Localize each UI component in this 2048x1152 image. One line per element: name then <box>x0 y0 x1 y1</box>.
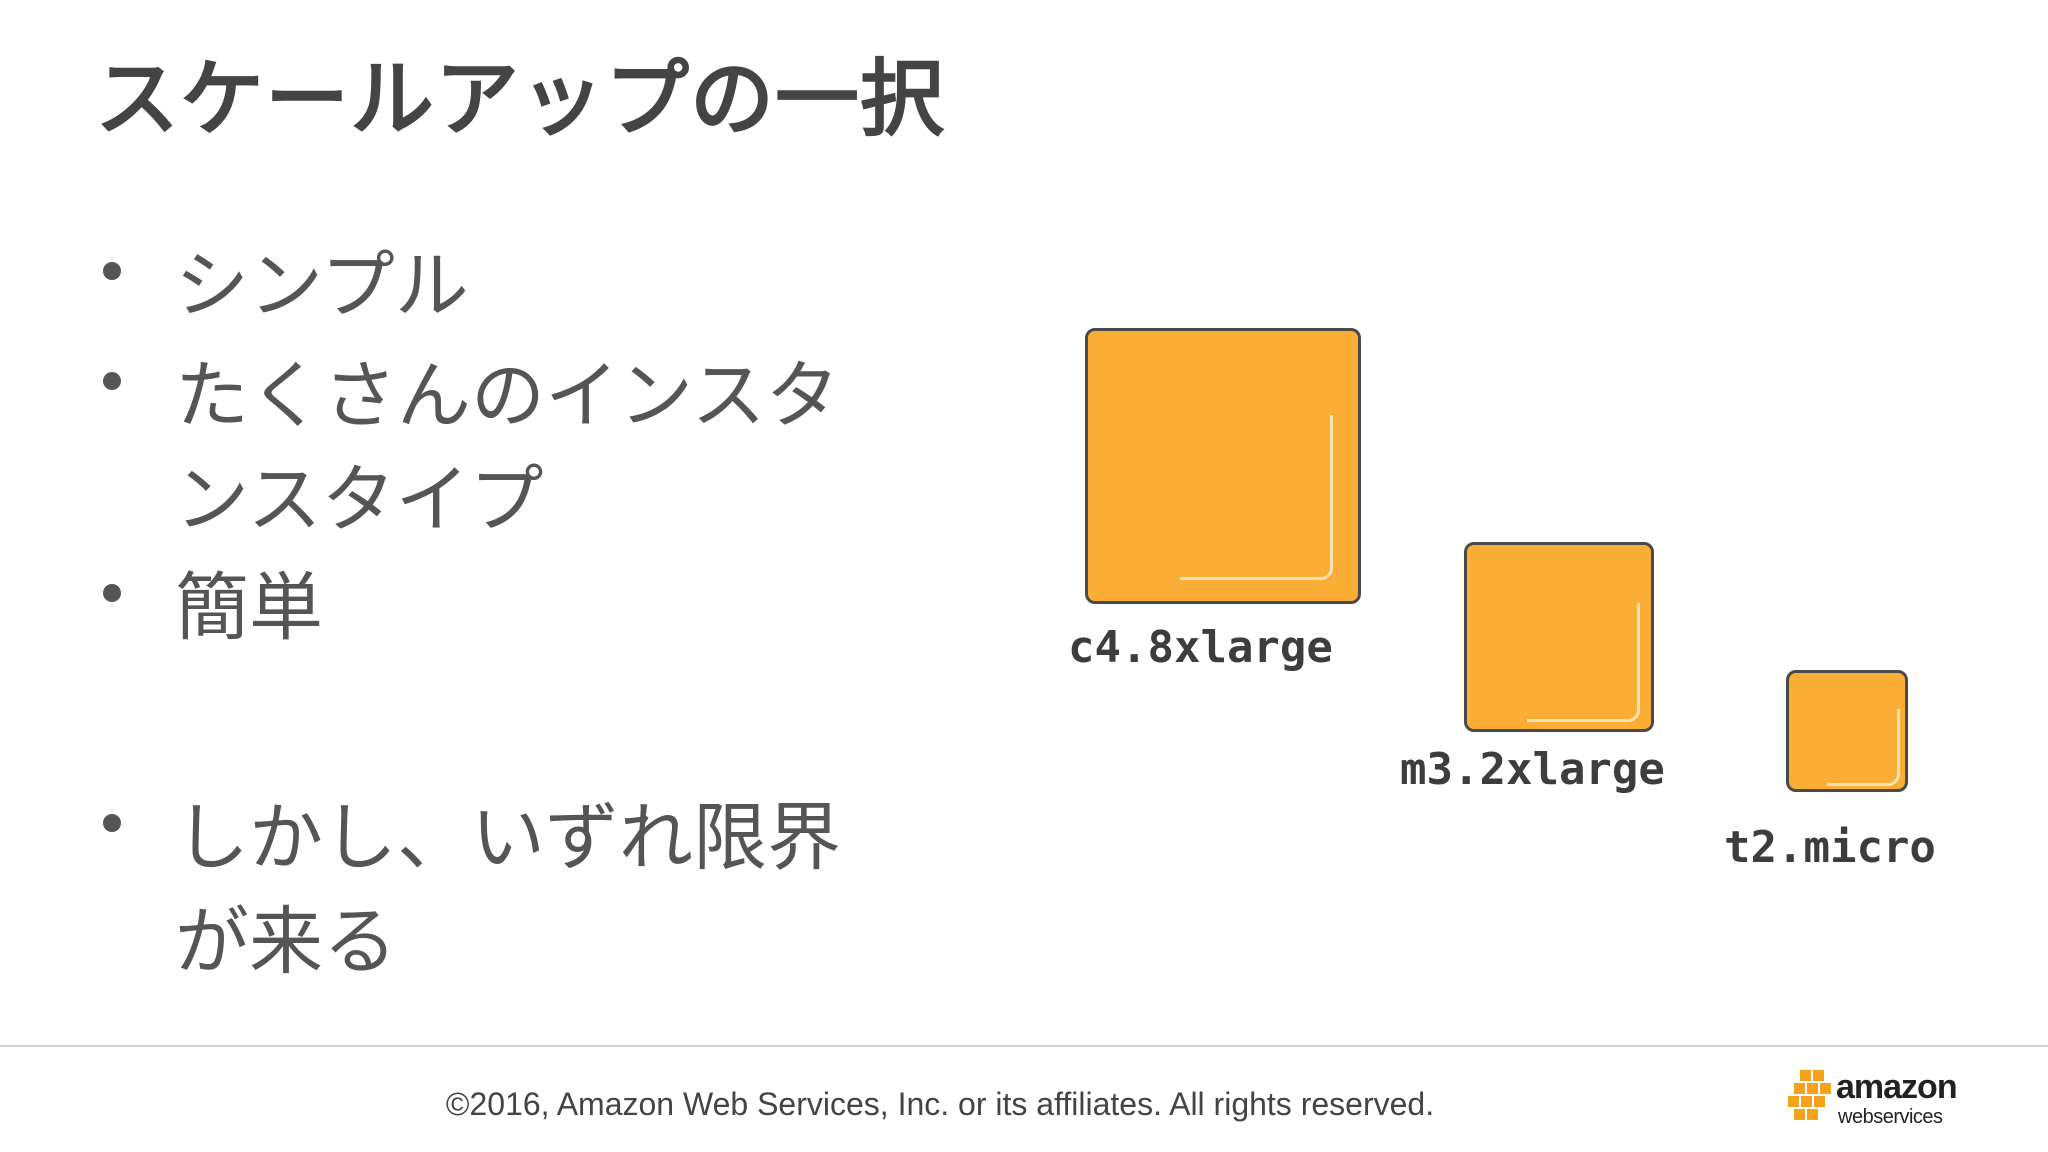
bullet-dot-icon <box>103 262 121 280</box>
instance-label: t2.micro <box>1724 822 1936 873</box>
aws-cubes-icon <box>1786 1070 1831 1128</box>
aws-logo-subtitle: webservices <box>1838 1106 1943 1128</box>
copyright-text: ©2016, Amazon Web Services, Inc. or its … <box>445 1086 1435 1122</box>
slide-title: スケールアップの一択 <box>95 50 946 148</box>
bullet-dot-icon <box>103 372 121 390</box>
instance-label: c4.8xlarge <box>1068 622 1333 673</box>
bullet-dot-icon <box>103 584 121 602</box>
instance-box-large <box>1085 328 1361 604</box>
aws-logo: amazon webservices <box>1786 1068 2016 1130</box>
footer-divider <box>0 1045 2048 1047</box>
bullet-dot-icon <box>103 814 121 832</box>
bullet-text: シンプル <box>175 243 469 329</box>
bullet-text: たくさんのインスタンスタイプ <box>175 353 840 543</box>
bullet-text: しかし、いずれ限界が来る <box>175 795 841 985</box>
aws-logo-wordmark: amazon <box>1836 1068 1958 1106</box>
bullet-text: 簡単 <box>175 565 323 651</box>
instance-box-medium <box>1464 542 1654 732</box>
instance-label: m3.2xlarge <box>1400 744 1665 795</box>
instance-box-small <box>1786 670 1908 792</box>
